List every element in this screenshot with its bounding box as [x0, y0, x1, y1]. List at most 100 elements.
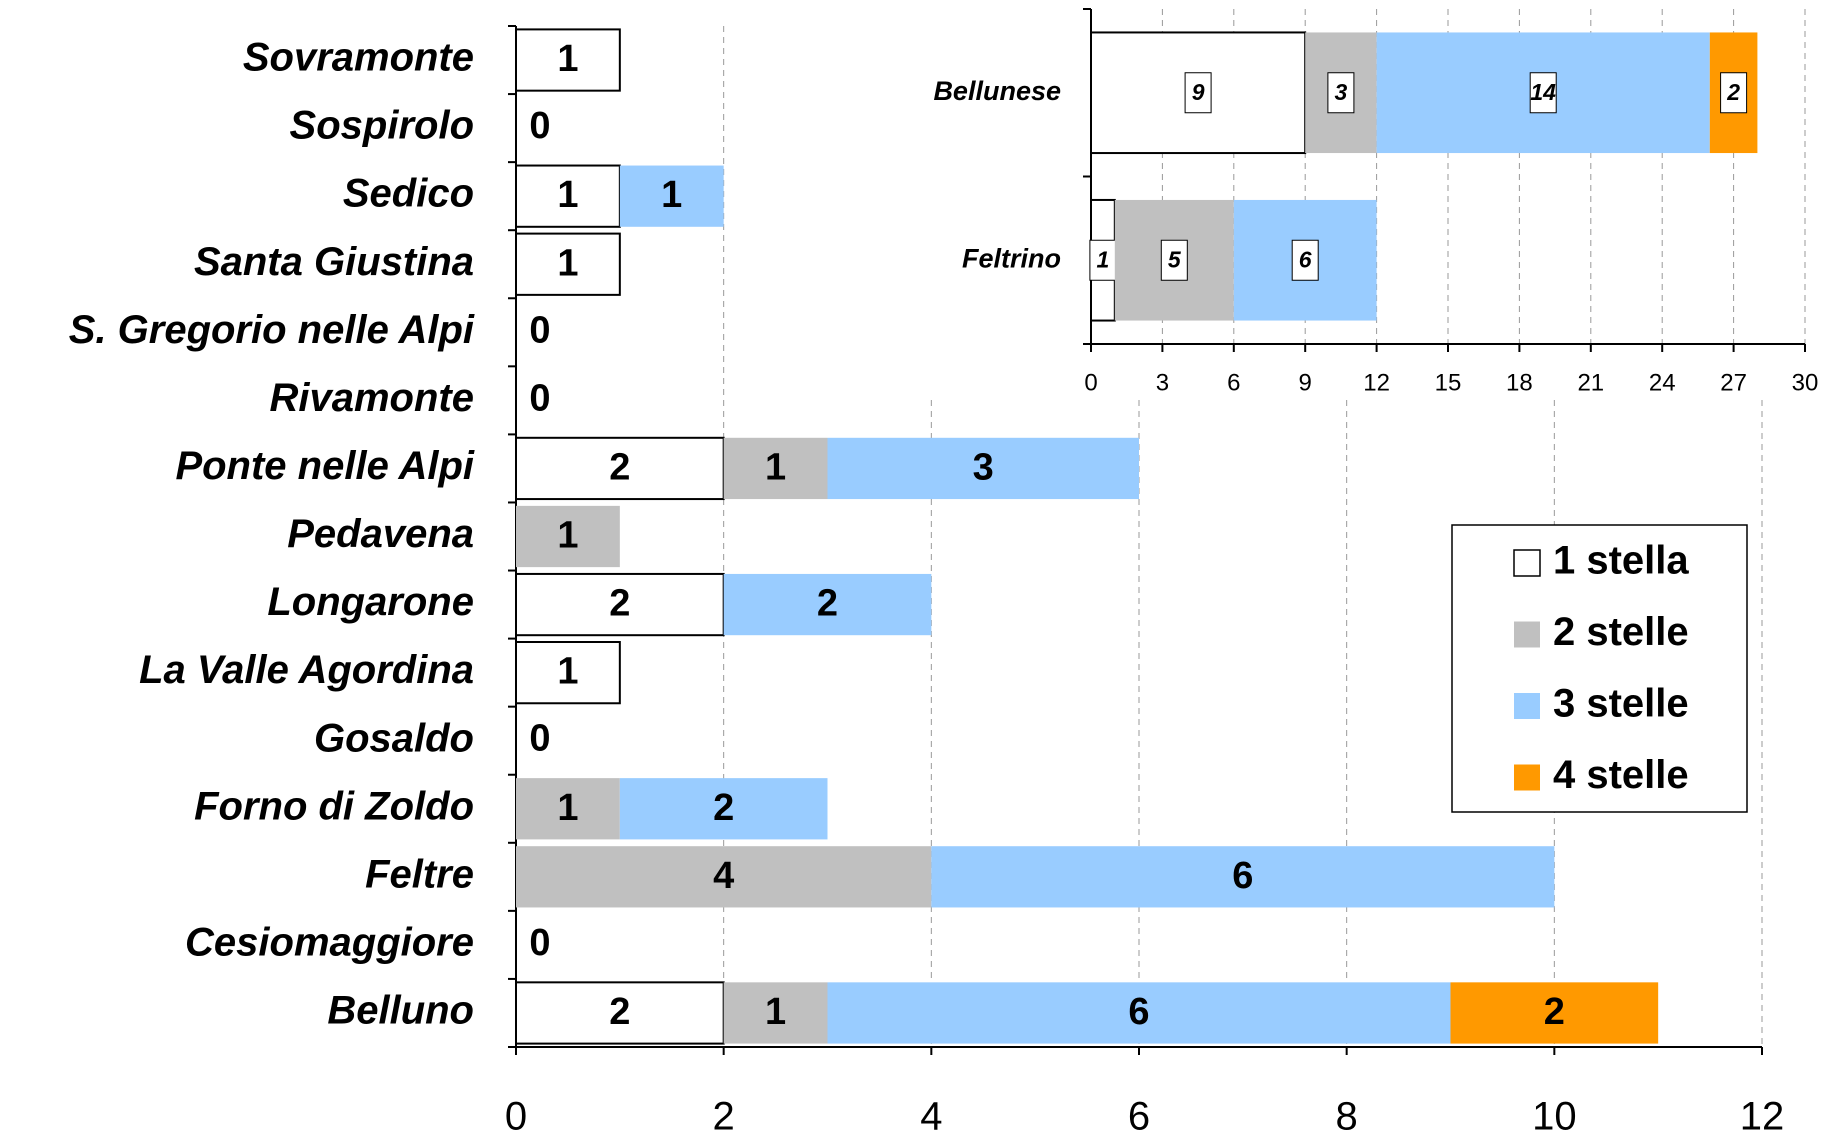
- bar: [515, 232, 621, 296]
- bar: [516, 505, 620, 568]
- bar-label-box: [1160, 239, 1188, 281]
- bar-label: 0: [529, 718, 550, 760]
- bar: [515, 436, 725, 501]
- bar-label: 3: [973, 446, 994, 488]
- legend-swatch: [1514, 621, 1540, 648]
- x-tick-label: 30: [1792, 369, 1819, 396]
- y-tick-label: Pedavena: [287, 512, 474, 556]
- x-tick-label: 15: [1435, 369, 1462, 396]
- y-tick-label: Bellunese: [933, 76, 1061, 106]
- bar-label: 1: [557, 242, 578, 284]
- legend-label: 4 stelle: [1553, 753, 1689, 797]
- bar-label: 14: [1530, 79, 1556, 105]
- bar-label: 1: [765, 446, 786, 488]
- bar-label: 1: [661, 174, 682, 216]
- y-tick-label: S. Gregorio nelle Alpi: [69, 308, 475, 352]
- y-tick-label: Feltrino: [962, 243, 1061, 273]
- y-tick-label: Longarone: [267, 580, 474, 624]
- y-tick-label: Santa Giustina: [194, 240, 474, 284]
- y-tick-label: Belluno: [327, 989, 474, 1033]
- bar: [516, 778, 620, 840]
- x-tick-label: 10: [1532, 1095, 1577, 1138]
- x-tick-label: 24: [1649, 369, 1676, 396]
- x-tick-label: 4: [920, 1095, 942, 1138]
- bar: [723, 982, 828, 1044]
- x-tick-label: 6: [1128, 1095, 1150, 1138]
- bar: [619, 778, 828, 840]
- bar-label: 1: [557, 787, 578, 829]
- legend-swatch: [1514, 764, 1540, 791]
- bar-label: 2: [1726, 79, 1740, 105]
- bar-label: 2: [609, 446, 630, 488]
- bar-label: 2: [817, 583, 838, 625]
- bar-label: 2: [1544, 991, 1565, 1033]
- y-tick-label: Gosaldo: [314, 716, 474, 760]
- x-tick-label: 0: [1084, 369, 1097, 396]
- bar-label-box: [1327, 72, 1355, 114]
- bar-label-box: [1529, 72, 1557, 114]
- bar-label: 1: [765, 991, 786, 1033]
- bar: [723, 573, 932, 636]
- y-tick-label: Sospirolo: [290, 104, 474, 148]
- bar-label-box: [1291, 239, 1319, 281]
- bar: [827, 437, 1139, 500]
- bar-label: 2: [609, 583, 630, 625]
- bar: [515, 164, 621, 228]
- bar: [723, 437, 828, 500]
- bar: [515, 28, 621, 92]
- x-tick-label: 21: [1577, 369, 1604, 396]
- bar-label: 4: [713, 855, 734, 897]
- x-tick-label: 2: [713, 1095, 735, 1138]
- bar-label: 0: [529, 105, 550, 147]
- bar-label-box: [1089, 239, 1117, 281]
- bar-label: 2: [609, 991, 630, 1033]
- legend-swatch: [1513, 549, 1541, 577]
- bar: [515, 572, 725, 637]
- bar: [931, 846, 1555, 908]
- bar: [619, 165, 724, 227]
- x-tick-label: 18: [1506, 369, 1533, 396]
- y-tick-label: Forno di Zoldo: [194, 784, 474, 828]
- x-tick-label: 12: [1363, 369, 1390, 396]
- x-tick-label: 3: [1156, 369, 1169, 396]
- bar-label: 0: [529, 377, 550, 419]
- bar-label: 6: [1232, 855, 1253, 897]
- bar: [1450, 982, 1659, 1044]
- bar: [515, 641, 621, 705]
- bar-label: 6: [1128, 991, 1149, 1033]
- bar-label: 6: [1299, 246, 1312, 272]
- y-tick-label: Feltre: [365, 852, 474, 896]
- y-tick-label: La Valle Agordina: [139, 648, 474, 692]
- bar-label: 5: [1168, 246, 1182, 272]
- bar-label-box: [1720, 72, 1748, 114]
- bar-label: 9: [1192, 79, 1205, 105]
- bar: [515, 981, 725, 1045]
- bar-label: 1: [557, 515, 578, 557]
- y-tick-label: Cesiomaggiore: [185, 920, 474, 964]
- legend-box: [1451, 524, 1748, 813]
- bar-label: 0: [529, 922, 550, 964]
- bar-label: 2: [713, 787, 734, 829]
- legend-label: 1 stella: [1553, 539, 1689, 583]
- y-tick-label: Sovramonte: [243, 36, 474, 80]
- y-tick-label: Rivamonte: [270, 376, 475, 420]
- legend-label: 2 stelle: [1553, 610, 1689, 654]
- x-tick-label: 6: [1227, 369, 1240, 396]
- x-tick-label: 0: [505, 1095, 527, 1138]
- y-tick-label: Sedico: [343, 172, 474, 216]
- y-tick-label: Ponte nelle Alpi: [175, 444, 474, 488]
- bar-label: 1: [557, 38, 578, 80]
- bar-label: 1: [557, 651, 578, 693]
- x-tick-label: 27: [1720, 369, 1747, 396]
- bar-label-box: [1184, 72, 1212, 114]
- bar: [516, 846, 932, 908]
- bar: [827, 982, 1451, 1044]
- bar-label: 3: [1335, 79, 1348, 105]
- bar-label: 0: [529, 309, 550, 351]
- x-tick-label: 12: [1740, 1095, 1785, 1138]
- legend-swatch: [1514, 693, 1540, 719]
- bar-label: 1: [557, 174, 578, 216]
- x-tick-label: 8: [1336, 1095, 1358, 1138]
- legend-label: 3 stelle: [1553, 682, 1689, 726]
